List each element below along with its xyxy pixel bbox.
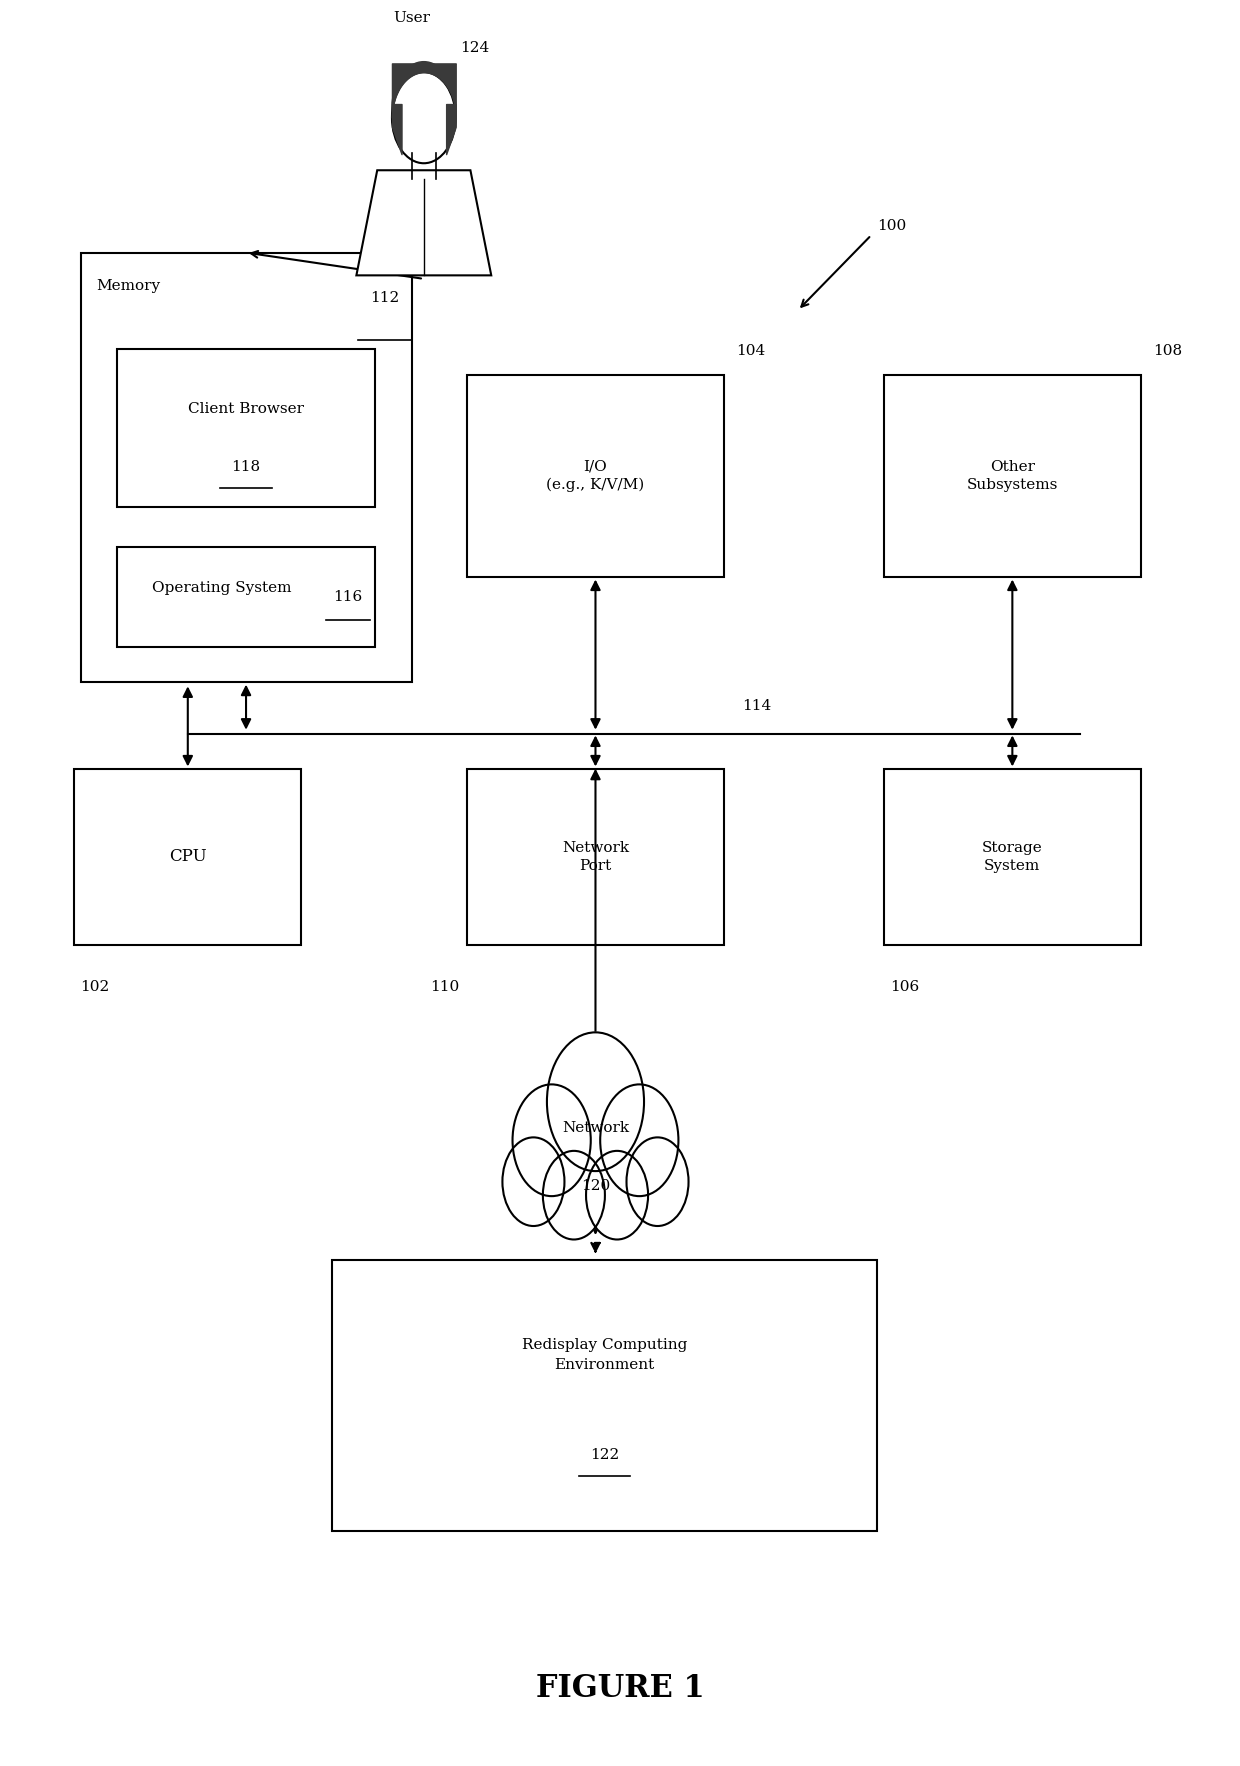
Circle shape: [587, 1151, 649, 1240]
Text: 122: 122: [590, 1448, 619, 1462]
Circle shape: [547, 1033, 644, 1171]
Text: Storage
System: Storage System: [982, 841, 1043, 872]
Text: 124: 124: [460, 41, 490, 55]
Circle shape: [512, 1084, 590, 1196]
Circle shape: [600, 1084, 678, 1196]
FancyBboxPatch shape: [74, 770, 301, 945]
Text: Other
Subsystems: Other Subsystems: [967, 459, 1058, 493]
FancyBboxPatch shape: [466, 374, 724, 577]
Text: Client Browser: Client Browser: [188, 403, 304, 415]
Text: 100: 100: [878, 219, 906, 233]
FancyBboxPatch shape: [118, 350, 374, 507]
Text: Network: Network: [562, 1121, 629, 1136]
Polygon shape: [356, 170, 491, 275]
Text: User: User: [393, 11, 430, 25]
FancyBboxPatch shape: [332, 1259, 878, 1531]
Text: 118: 118: [232, 461, 260, 473]
FancyBboxPatch shape: [466, 770, 724, 945]
Text: 116: 116: [334, 590, 362, 604]
Text: 106: 106: [890, 980, 919, 994]
Text: 104: 104: [737, 344, 766, 358]
Text: Network
Port: Network Port: [562, 841, 629, 872]
Text: 114: 114: [743, 699, 771, 713]
Text: CPU: CPU: [169, 848, 207, 865]
Text: FIGURE 1: FIGURE 1: [536, 1674, 704, 1704]
Circle shape: [392, 62, 456, 152]
FancyBboxPatch shape: [118, 547, 374, 646]
FancyBboxPatch shape: [884, 374, 1141, 577]
Text: Memory: Memory: [97, 279, 160, 293]
Circle shape: [626, 1137, 688, 1226]
Text: Operating System: Operating System: [151, 581, 291, 595]
Text: I/O
(e.g., K/V/M): I/O (e.g., K/V/M): [547, 459, 645, 493]
Text: 112: 112: [370, 291, 399, 306]
Text: 120: 120: [580, 1180, 610, 1194]
Text: Redisplay Computing
Environment: Redisplay Computing Environment: [522, 1339, 687, 1372]
Circle shape: [392, 72, 456, 162]
Circle shape: [502, 1137, 564, 1226]
FancyBboxPatch shape: [884, 770, 1141, 945]
Circle shape: [543, 1151, 605, 1240]
Text: 102: 102: [81, 980, 110, 994]
FancyBboxPatch shape: [81, 253, 412, 682]
Text: 108: 108: [1153, 344, 1183, 358]
Text: 110: 110: [430, 980, 459, 994]
